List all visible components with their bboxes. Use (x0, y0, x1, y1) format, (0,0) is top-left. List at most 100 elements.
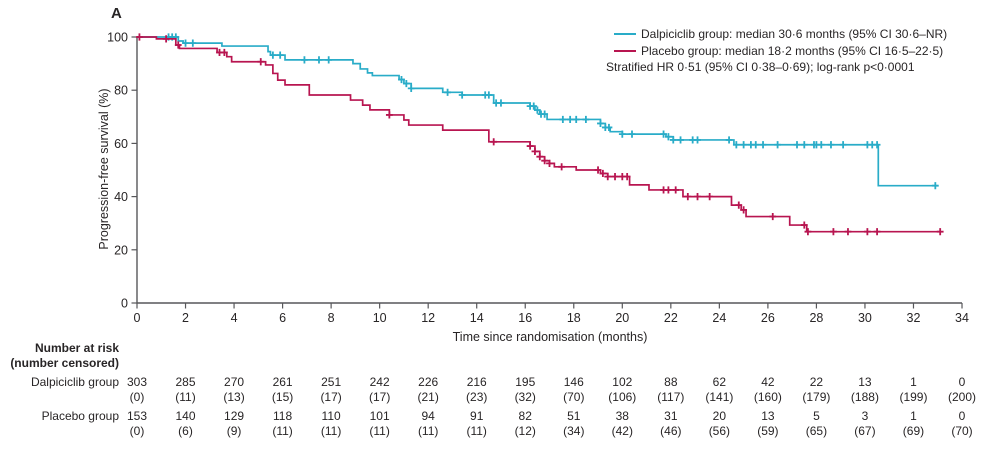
risk-at-risk-cell: 82 (518, 409, 532, 423)
risk-at-risk-cell: 129 (224, 409, 245, 423)
risk-at-risk-cell: 38 (615, 409, 629, 423)
dalpiciclib-censor-mark (759, 141, 767, 149)
risk-at-risk-cell: 118 (273, 409, 293, 423)
risk-row-label: Dalpiciclib group (30, 375, 119, 389)
placebo-censor-mark (541, 157, 549, 165)
risk-censored-cell: (34) (563, 424, 585, 438)
placebo-censor-mark (490, 138, 498, 146)
x-tick-label: 32 (907, 311, 921, 325)
x-tick-label: 10 (373, 311, 387, 325)
risk-at-risk-cell: 303 (126, 375, 148, 389)
placebo-censor-mark (526, 142, 534, 150)
risk-at-risk-cell: 1 (910, 375, 917, 389)
risk-at-risk-cell: 270 (224, 375, 245, 389)
dalpiciclib-censor-mark (398, 75, 405, 84)
dalpiciclib-censor-mark (931, 182, 939, 190)
risk-at-risk-cell: 13 (858, 375, 872, 389)
risk-censored-cell: (199) (899, 390, 928, 404)
placebo-censor-mark (136, 33, 143, 41)
placebo-censor-mark (844, 228, 852, 236)
dalpiciclib-censor-mark (402, 79, 410, 88)
dalpiciclib-censor-mark (269, 51, 277, 59)
dalpiciclib-censor-mark (189, 39, 197, 47)
dalpiciclib-censor-mark (301, 56, 308, 64)
dalpiciclib-censor-mark (694, 136, 701, 144)
dalpiciclib-censor-mark (725, 136, 733, 144)
risk-at-risk-cell: 226 (418, 375, 439, 389)
dalpiciclib-censor-mark (572, 115, 580, 124)
dalpiciclib-censor-mark (325, 56, 333, 64)
risk-at-risk-cell: 153 (126, 409, 148, 423)
risk-table-header-line2: (number censored) (10, 356, 119, 370)
dalpiciclib-censor-mark (873, 141, 881, 149)
placebo-censor-mark (257, 58, 265, 66)
x-tick-label: 4 (231, 311, 238, 325)
x-tick-label: 12 (421, 311, 435, 325)
placebo-censor-mark (531, 147, 539, 155)
placebo-censor-mark (672, 186, 680, 194)
risk-at-risk-cell: 251 (321, 375, 342, 389)
risk-censored-cell: (12) (514, 424, 536, 438)
y-tick-label: 80 (114, 84, 128, 98)
placebo-censor-mark (706, 193, 714, 201)
risk-censored-cell: (15) (271, 390, 294, 404)
y-tick-label: 60 (114, 137, 128, 151)
risk-at-risk-cell: 94 (421, 409, 435, 423)
risk-censored-cell: (42) (611, 424, 633, 438)
dalpiciclib-censor-mark (628, 130, 636, 138)
risk-censored-cell: (0) (129, 424, 145, 438)
dalpiciclib-censor-mark (774, 141, 781, 149)
risk-at-risk-cell: 146 (563, 375, 584, 389)
dalpiciclib-censor-mark (817, 141, 825, 149)
placebo-censor-mark (936, 228, 944, 236)
risk-at-risk-cell: 62 (712, 375, 727, 389)
placebo-censor-mark (804, 228, 812, 236)
y-tick-label: 100 (107, 31, 128, 45)
risk-at-risk-cell: 91 (470, 409, 484, 423)
risk-censored-cell: (11) (320, 424, 342, 438)
legend-item-dalpiciclib: Dalpiciclib group: median 30·6 months (9… (614, 26, 947, 43)
risk-censored-cell: (21) (417, 390, 439, 404)
dalpiciclib-censor-mark (605, 123, 613, 132)
dalpiciclib-censor-mark (665, 133, 672, 141)
placebo-censor-mark (769, 212, 777, 221)
risk-at-risk-cell: 3 (861, 409, 869, 423)
risk-censored-cell: (188) (850, 390, 879, 404)
risk-at-risk-cell: 285 (175, 375, 196, 389)
risk-at-risk-cell: 1 (910, 409, 917, 423)
risk-at-risk-cell: 88 (664, 375, 678, 389)
dalpiciclib-censor-mark (732, 141, 740, 149)
dalpiciclib-censor-mark (669, 136, 677, 144)
risk-censored-cell: (11) (272, 424, 293, 438)
placebo-line-swatch (614, 49, 636, 52)
x-tick-label: 30 (858, 311, 872, 325)
risk-at-risk-cell: 216 (466, 375, 487, 389)
placebo-censor-mark (162, 35, 170, 43)
legend-label-dalpiciclib: Dalpiciclib group: median 30·6 months (9… (641, 27, 948, 41)
risk-censored-cell: (17) (368, 390, 391, 404)
dalpiciclib-censor-mark (559, 115, 567, 124)
risk-at-risk-cell: 0 (958, 375, 966, 389)
risk-at-risk-cell: 20 (712, 409, 727, 423)
risk-censored-cell: (67) (854, 424, 876, 438)
risk-table-header-line1: Number at risk (34, 341, 119, 355)
dalpiciclib-censor-mark (485, 91, 493, 99)
dalpiciclib-censor-mark (597, 119, 604, 128)
risk-at-risk-cell: 13 (761, 409, 775, 423)
risk-censored-cell: (160) (753, 390, 782, 404)
dalpiciclib-censor-mark (839, 141, 847, 149)
risk-censored-cell: (17) (320, 390, 342, 404)
risk-censored-cell: (117) (657, 390, 685, 404)
risk-censored-cell: (65) (805, 424, 828, 438)
legend: Dalpiciclib group: median 30·6 months (9… (606, 26, 947, 76)
dalpiciclib-censor-mark (182, 39, 189, 47)
legend-note: Stratified HR 0·51 (95% CI 0·38–0·69); l… (606, 60, 915, 74)
risk-at-risk-cell: 51 (567, 409, 581, 423)
dalpiciclib-censor-mark (566, 115, 574, 124)
risk-censored-cell: (11) (466, 424, 487, 438)
dalpiciclib-line-swatch (614, 33, 636, 36)
legend-item-placebo: Placebo group: median 18·2 months (95% C… (614, 43, 947, 60)
x-tick-label: 14 (470, 311, 484, 325)
placebo-censor-mark (735, 201, 743, 209)
